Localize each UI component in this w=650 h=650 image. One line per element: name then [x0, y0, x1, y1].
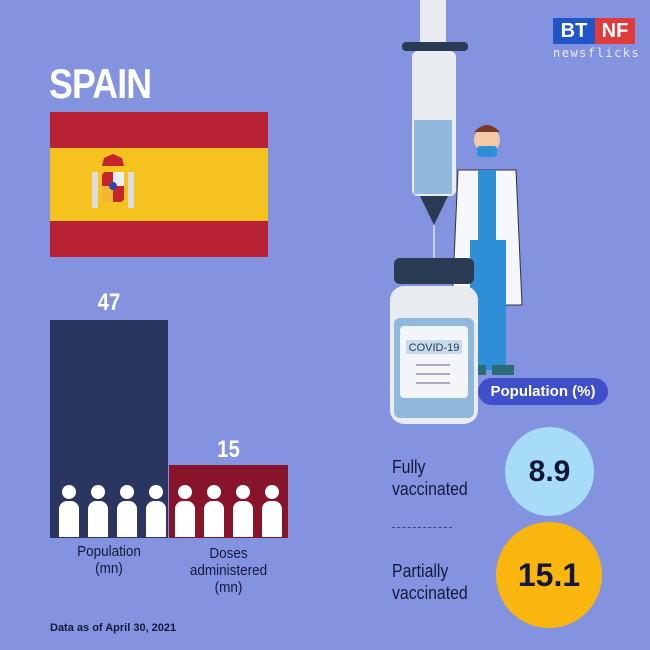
person-icon [204, 485, 224, 538]
label-line: administered [189, 562, 268, 579]
label-line: Fully [392, 457, 426, 477]
footnote: Data as of April 30, 2021 [50, 622, 177, 634]
partially-vaccinated-label: Partially vaccinated [392, 560, 468, 604]
label-line: (mn) [95, 560, 123, 577]
partially-vaccinated-value: 15.1 [496, 522, 602, 628]
logo-bt: BT [553, 18, 595, 44]
person-icon [175, 485, 195, 538]
page-title: SPAIN [49, 60, 152, 107]
person-icon [88, 485, 108, 538]
label-line: Partially [392, 561, 449, 581]
person-icon [233, 485, 253, 538]
divider [392, 527, 452, 528]
vaccine-illustration: COVID-19 [390, 0, 523, 424]
fully-vaccinated-label: Fully vaccinated [392, 456, 468, 500]
population-percent-header: Population (%) [478, 378, 608, 405]
person-icon [146, 485, 166, 538]
population-value: 47 [97, 289, 121, 316]
person-icon [262, 485, 282, 538]
doses-value: 15 [217, 436, 240, 463]
logo-nf: NF [595, 18, 635, 44]
spain-flag [50, 112, 268, 257]
brand-logo: BT NF [553, 18, 635, 44]
label-line: vaccinated [392, 583, 468, 603]
doses-people-icons [175, 485, 282, 538]
label-line: Doses [209, 545, 248, 562]
label-line: (mn) [214, 579, 243, 596]
label-line: vaccinated [392, 479, 468, 499]
coat-of-arms-icon [92, 154, 134, 208]
person-icon [59, 485, 79, 538]
fully-vaccinated-value: 8.9 [505, 427, 594, 516]
label-line: Population [77, 543, 141, 560]
vial-label: COVID-19 [409, 342, 460, 354]
person-icon [117, 485, 137, 538]
doses-axis-label: Doses administered (mn) [175, 545, 282, 596]
logo-subtitle: newsflicks [553, 46, 641, 60]
population-people-icons [59, 485, 166, 538]
population-axis-label: Population (mn) [56, 543, 162, 577]
